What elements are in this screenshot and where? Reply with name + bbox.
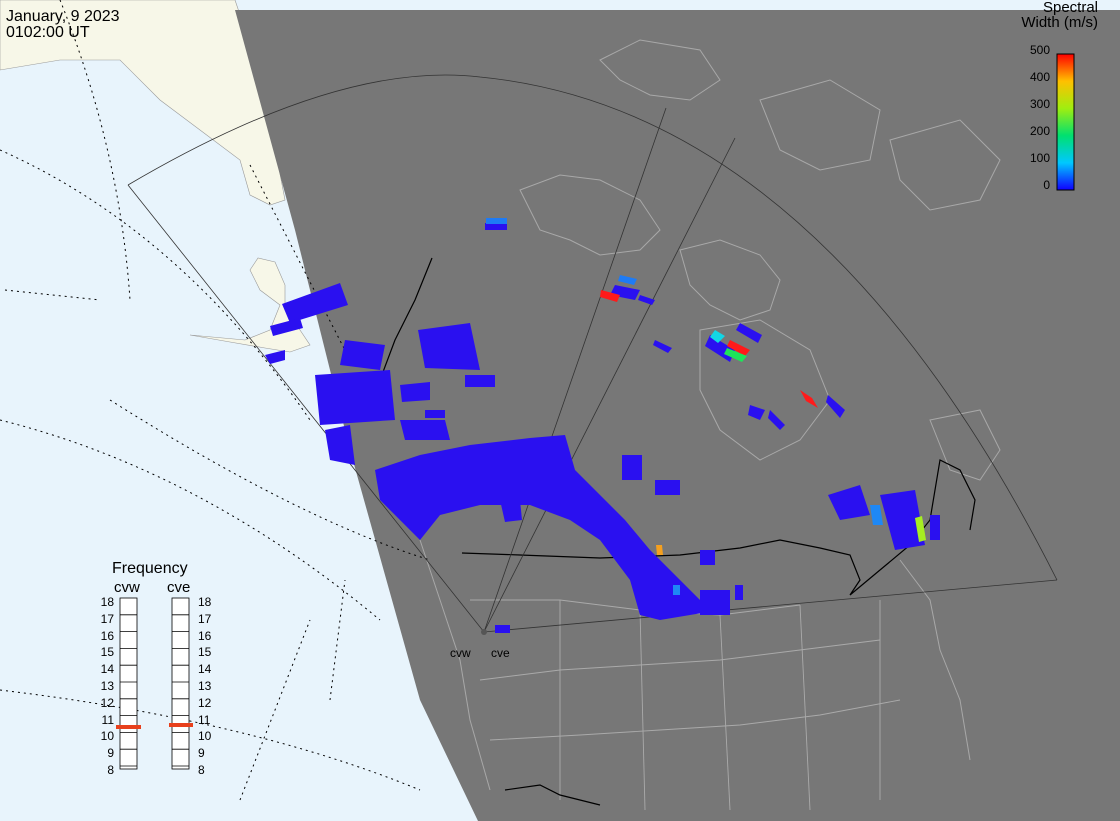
colorbar-tick-label: 0	[1043, 178, 1050, 192]
colorbar-title: Spectral Width (m/s)	[990, 0, 1098, 30]
frequency-tick-label: 16	[100, 628, 114, 643]
frequency-tick-label: 8	[198, 763, 205, 777]
freq-marker-cve	[169, 723, 193, 727]
freq-col-cvw	[119, 597, 138, 770]
radar-site-marker	[481, 629, 487, 635]
frequency-tick-label: 11	[101, 712, 114, 727]
timestamp: January, 9 2023 0102:00 UT	[6, 9, 120, 41]
frequency-tick-label: 13	[198, 679, 212, 693]
frequency-tick-label: 16	[198, 628, 212, 643]
frequency-tick-label: 17	[198, 611, 212, 626]
colorbar-tick-label: 200	[1029, 124, 1050, 138]
night-region	[235, 10, 1120, 821]
frequency-tick-label: 14	[100, 662, 114, 677]
frequency-tick-label: 17	[100, 611, 114, 626]
freq-marker-cvw	[116, 725, 141, 729]
frequency-tick-label: 10	[100, 729, 114, 744]
freq-col-cve	[171, 597, 190, 770]
frequency-tick-label: 12	[100, 695, 114, 710]
frequency-tick-label: 15	[198, 645, 212, 660]
colorbar-tick-label: 300	[1029, 97, 1050, 111]
colorbar	[1056, 53, 1075, 191]
colorbar-tick-label: 100	[1029, 151, 1050, 165]
frequency-tick-label: 8	[107, 763, 114, 777]
freq-col-label-cvw: cvw	[114, 579, 140, 596]
frequency-tick-label: 13	[100, 679, 114, 693]
frequency-tick-label: 9	[198, 746, 205, 761]
colorbar-tick-label: 500	[1029, 43, 1050, 57]
site-label-cvw: cvw	[450, 646, 471, 660]
time-text: 0102:00 UT	[6, 24, 90, 41]
frequency-tick-label: 15	[100, 645, 114, 660]
frequency-tick-label: 10	[198, 729, 212, 744]
coastlines	[419, 39, 1001, 791]
frequency-panel	[116, 597, 193, 770]
colorbar-title-line1: Spectral	[1042, 0, 1098, 16]
colorbar-title-line2: Width (m/s)	[1021, 14, 1098, 31]
colorbar-tick-label: 400	[1029, 70, 1050, 84]
radar-highlights	[486, 218, 926, 595]
freq-col-label-cve: cve	[167, 579, 191, 596]
frequency-tick-label: 18	[198, 595, 212, 609]
frequency-tick-label: 9	[107, 746, 114, 761]
radar-echoes	[265, 223, 940, 633]
date-text: January, 9 2023	[6, 8, 120, 25]
frequency-tick-label: 18	[100, 595, 114, 609]
frequency-tick-label: 11	[198, 712, 211, 727]
frequency-tick-label: 14	[198, 662, 212, 677]
latlon-grid	[0, 0, 431, 801]
frequency-tick-label: 12	[198, 695, 212, 710]
site-label-cve: cve	[491, 646, 510, 660]
frequency-title: Frequency	[112, 560, 188, 577]
